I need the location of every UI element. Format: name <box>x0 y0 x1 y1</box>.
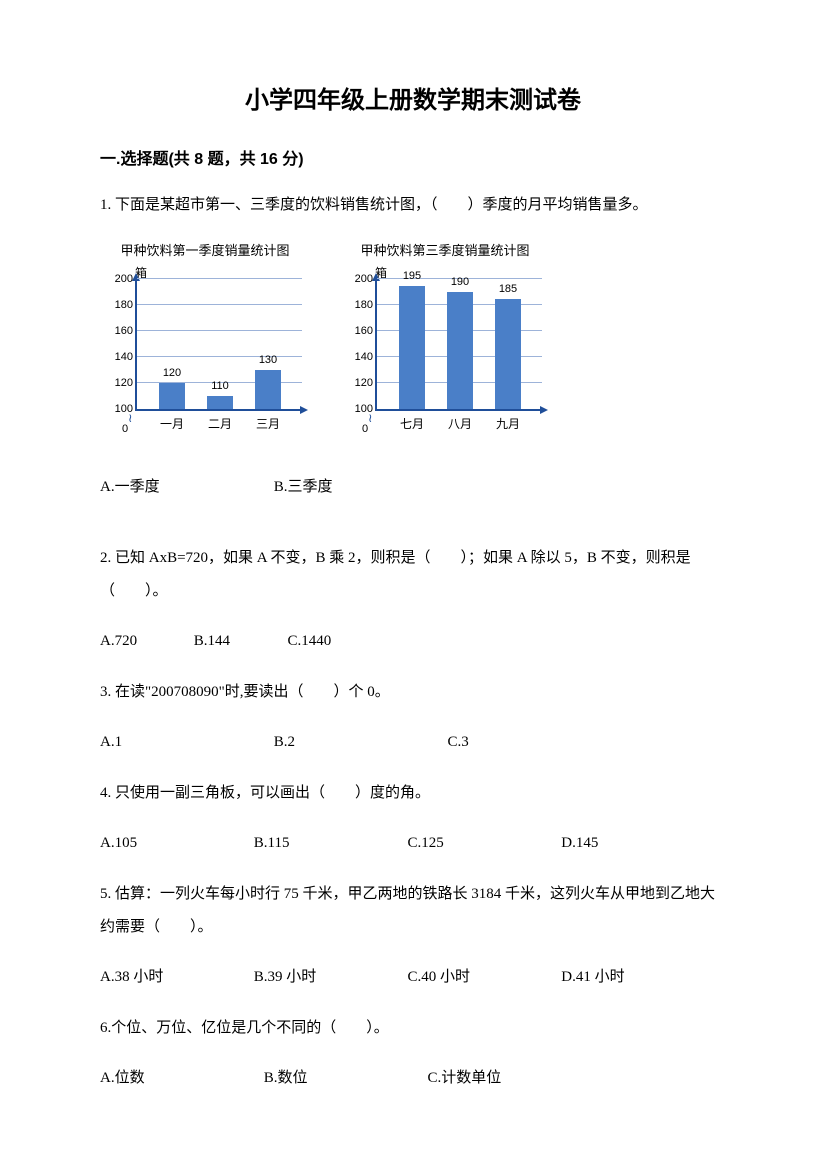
chart2-ytick-120: 120 <box>355 377 377 389</box>
chart1-bar-1-label: 120 <box>159 367 185 379</box>
q3-opt-c: C.3 <box>448 727 469 757</box>
chart1-bar-1: 120 <box>159 383 185 409</box>
chart2-ytick-200: 200 <box>355 273 377 285</box>
chart1-axis-break: ≀ <box>128 411 133 425</box>
question-1-options: A.一季度 B.三季度 <box>100 472 726 502</box>
question-5-text: 5. 估算：一列火车每小时行 75 千米，甲乙两地的铁路长 3184 千米，这列… <box>100 878 726 944</box>
q4-opt-c: C.125 <box>408 828 558 858</box>
chart-q1-third-quarter: 甲种饮料第三季度销量统计图 箱 100 120 140 160 180 2 <box>340 240 550 442</box>
question-6-options: A.位数 B.数位 C.计数单位 <box>100 1063 726 1093</box>
chart2-plot: 100 120 140 160 180 200 195 190 185 <box>375 279 542 411</box>
q5-opt-d: D.41 小时 <box>561 962 624 992</box>
chart1-xlabel-2: 二月 <box>200 415 240 432</box>
q2-opt-b: B.144 <box>194 626 284 656</box>
q2-opt-c: C.1440 <box>288 626 332 656</box>
page-title: 小学四年级上册数学期末测试卷 <box>100 80 726 115</box>
chart2-ytick-140: 140 <box>355 351 377 363</box>
chart2-arrow-x <box>540 406 548 414</box>
chart1-ytick-100: 100 <box>115 403 137 415</box>
question-2-text: 2. 已知 AxB=720，如果 A 不变，B 乘 2，则积是（ ）；如果 A … <box>100 542 726 608</box>
q5-opt-b: B.39 小时 <box>254 962 404 992</box>
q6-opt-c: C.计数单位 <box>428 1063 502 1093</box>
chart2-bar-1: 195 <box>399 286 425 410</box>
question-2-options: A.720 B.144 C.1440 <box>100 626 726 656</box>
chart1-ytick-200: 200 <box>115 273 137 285</box>
chart1-bar-2: 110 <box>207 396 233 409</box>
q6-opt-b: B.数位 <box>264 1063 424 1093</box>
q6-opt-a: A.位数 <box>100 1063 260 1093</box>
q4-opt-a: A.105 <box>100 828 250 858</box>
chart1-ytick-140: 140 <box>115 351 137 363</box>
chart1-bar-3-label: 130 <box>255 354 281 366</box>
chart1-arrow-x <box>300 406 308 414</box>
q3-opt-a: A.1 <box>100 727 270 757</box>
question-1-text: 1. 下面是某超市第一、三季度的饮料销售统计图，（ ）季度的月平均销售量多。 <box>100 189 726 222</box>
chart2-xlabel-3: 九月 <box>488 415 528 432</box>
charts-container: 甲种饮料第一季度销量统计图 箱 100 120 140 160 180 2 <box>100 240 726 442</box>
question-4-options: A.105 B.115 C.125 D.145 <box>100 828 726 858</box>
chart2-bar-3-label: 185 <box>495 283 521 295</box>
question-6-text: 6.个位、万位、亿位是几个不同的（ ）。 <box>100 1012 726 1045</box>
question-4-text: 4. 只使用一副三角板，可以画出（ ）度的角。 <box>100 777 726 810</box>
q4-opt-d: D.145 <box>561 828 598 858</box>
q5-opt-a: A.38 小时 <box>100 962 250 992</box>
chart1-bar-3: 130 <box>255 370 281 409</box>
question-5-options: A.38 小时 B.39 小时 C.40 小时 D.41 小时 <box>100 962 726 992</box>
chart2-title: 甲种饮料第三季度销量统计图 <box>340 240 550 259</box>
chart1-ytick-120: 120 <box>115 377 137 389</box>
chart1-title: 甲种饮料第一季度销量统计图 <box>100 240 310 259</box>
chart2-zero: 0 <box>362 423 368 435</box>
chart2-bar-3: 185 <box>495 299 521 410</box>
q4-opt-b: B.115 <box>254 828 404 858</box>
chart1-xlabel-3: 三月 <box>248 415 288 432</box>
chart-q1-first-quarter: 甲种饮料第一季度销量统计图 箱 100 120 140 160 180 2 <box>100 240 310 442</box>
q2-opt-a: A.720 <box>100 626 190 656</box>
chart1-area: 箱 100 120 140 160 180 200 12 <box>100 267 310 442</box>
chart2-xlabel-1: 七月 <box>392 415 432 432</box>
question-3-options: A.1 B.2 C.3 <box>100 727 726 757</box>
q5-opt-c: C.40 小时 <box>408 962 558 992</box>
chart2-bar-2-label: 190 <box>447 276 473 288</box>
chart2-ytick-180: 180 <box>355 299 377 311</box>
chart1-ytick-180: 180 <box>115 299 137 311</box>
question-3-text: 3. 在读"200708090"时,要读出（ ）个 0。 <box>100 676 726 709</box>
chart2-ytick-100: 100 <box>355 403 377 415</box>
q3-opt-b: B.2 <box>274 727 444 757</box>
chart1-ytick-160: 160 <box>115 325 137 337</box>
chart1-xlabel-1: 一月 <box>152 415 192 432</box>
chart1-plot: 100 120 140 160 180 200 120 110 130 <box>135 279 302 411</box>
chart2-area: 箱 100 120 140 160 180 200 19 <box>340 267 550 442</box>
chart2-axis-break: ≀ <box>368 411 373 425</box>
q1-opt-a: A.一季度 <box>100 472 270 502</box>
chart1-bar-2-label: 110 <box>207 380 233 392</box>
chart2-bar-1-label: 195 <box>399 270 425 282</box>
section-header: 一.选择题(共 8 题，共 16 分) <box>100 145 726 169</box>
q1-opt-b: B.三季度 <box>274 472 333 502</box>
chart1-zero: 0 <box>122 423 128 435</box>
chart2-ytick-160: 160 <box>355 325 377 337</box>
chart2-bar-2: 190 <box>447 292 473 409</box>
chart2-xlabel-2: 八月 <box>440 415 480 432</box>
